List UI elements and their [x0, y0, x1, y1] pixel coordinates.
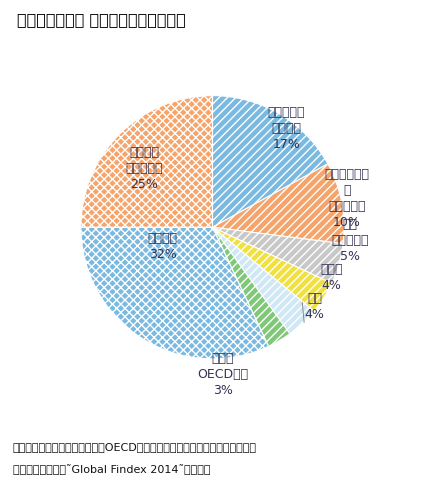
Wedge shape	[212, 96, 328, 227]
Text: （注）その他には、高所得の非OECD諸国、アルジェリア、チュニジアを含む: （注）その他には、高所得の非OECD諸国、アルジェリア、チュニジアを含む	[13, 442, 257, 452]
Text: その他
4%: その他 4%	[320, 263, 343, 292]
Text: 欧州
中央アジア
5%: 欧州 中央アジア 5%	[331, 218, 368, 263]
Wedge shape	[81, 227, 269, 359]
Wedge shape	[212, 227, 314, 334]
Text: （出所）世界銀行˜Global Findex 2014˜より作成: （出所）世界銀行˜Global Findex 2014˜より作成	[13, 464, 210, 475]
Wedge shape	[212, 164, 344, 244]
Text: 南アジア
32%: 南アジア 32%	[147, 233, 178, 261]
Text: 高所得
OECD諸国
3%: 高所得 OECD諸国 3%	[198, 352, 249, 397]
Text: 図表２：地域別 銀行口座非保有者内訳: 図表２：地域別 銀行口座非保有者内訳	[17, 12, 186, 27]
Text: サブサハラ
アフリカ
17%: サブサハラ アフリカ 17%	[268, 106, 305, 151]
Text: 中東
4%: 中東 4%	[305, 292, 325, 321]
Text: ラテンアメリ
カ
カリブ諸国
10%: ラテンアメリ カ カリブ諸国 10%	[324, 168, 369, 229]
Wedge shape	[81, 96, 212, 227]
Wedge shape	[212, 227, 343, 283]
Wedge shape	[212, 227, 290, 346]
Wedge shape	[212, 227, 332, 311]
Text: 東アジア
大洋州諸国
25%: 東アジア 大洋州諸国 25%	[125, 146, 163, 191]
